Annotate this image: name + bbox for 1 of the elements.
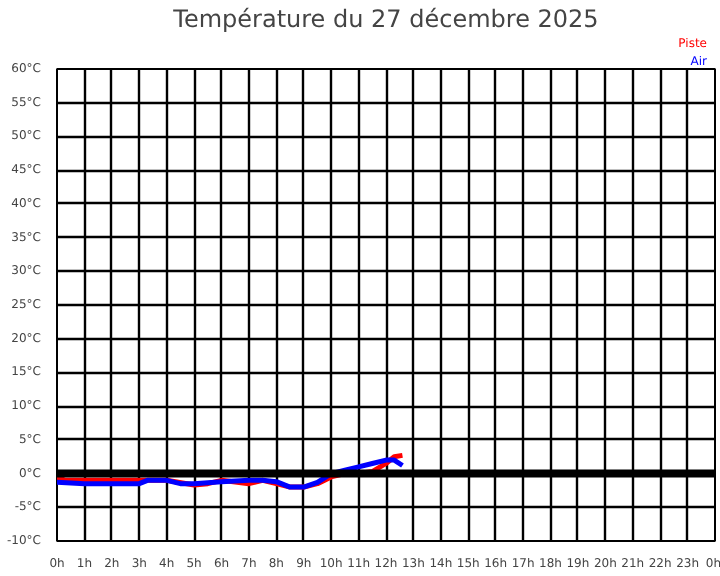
chart-title: Température du 27 décembre 2025 [171, 5, 599, 33]
